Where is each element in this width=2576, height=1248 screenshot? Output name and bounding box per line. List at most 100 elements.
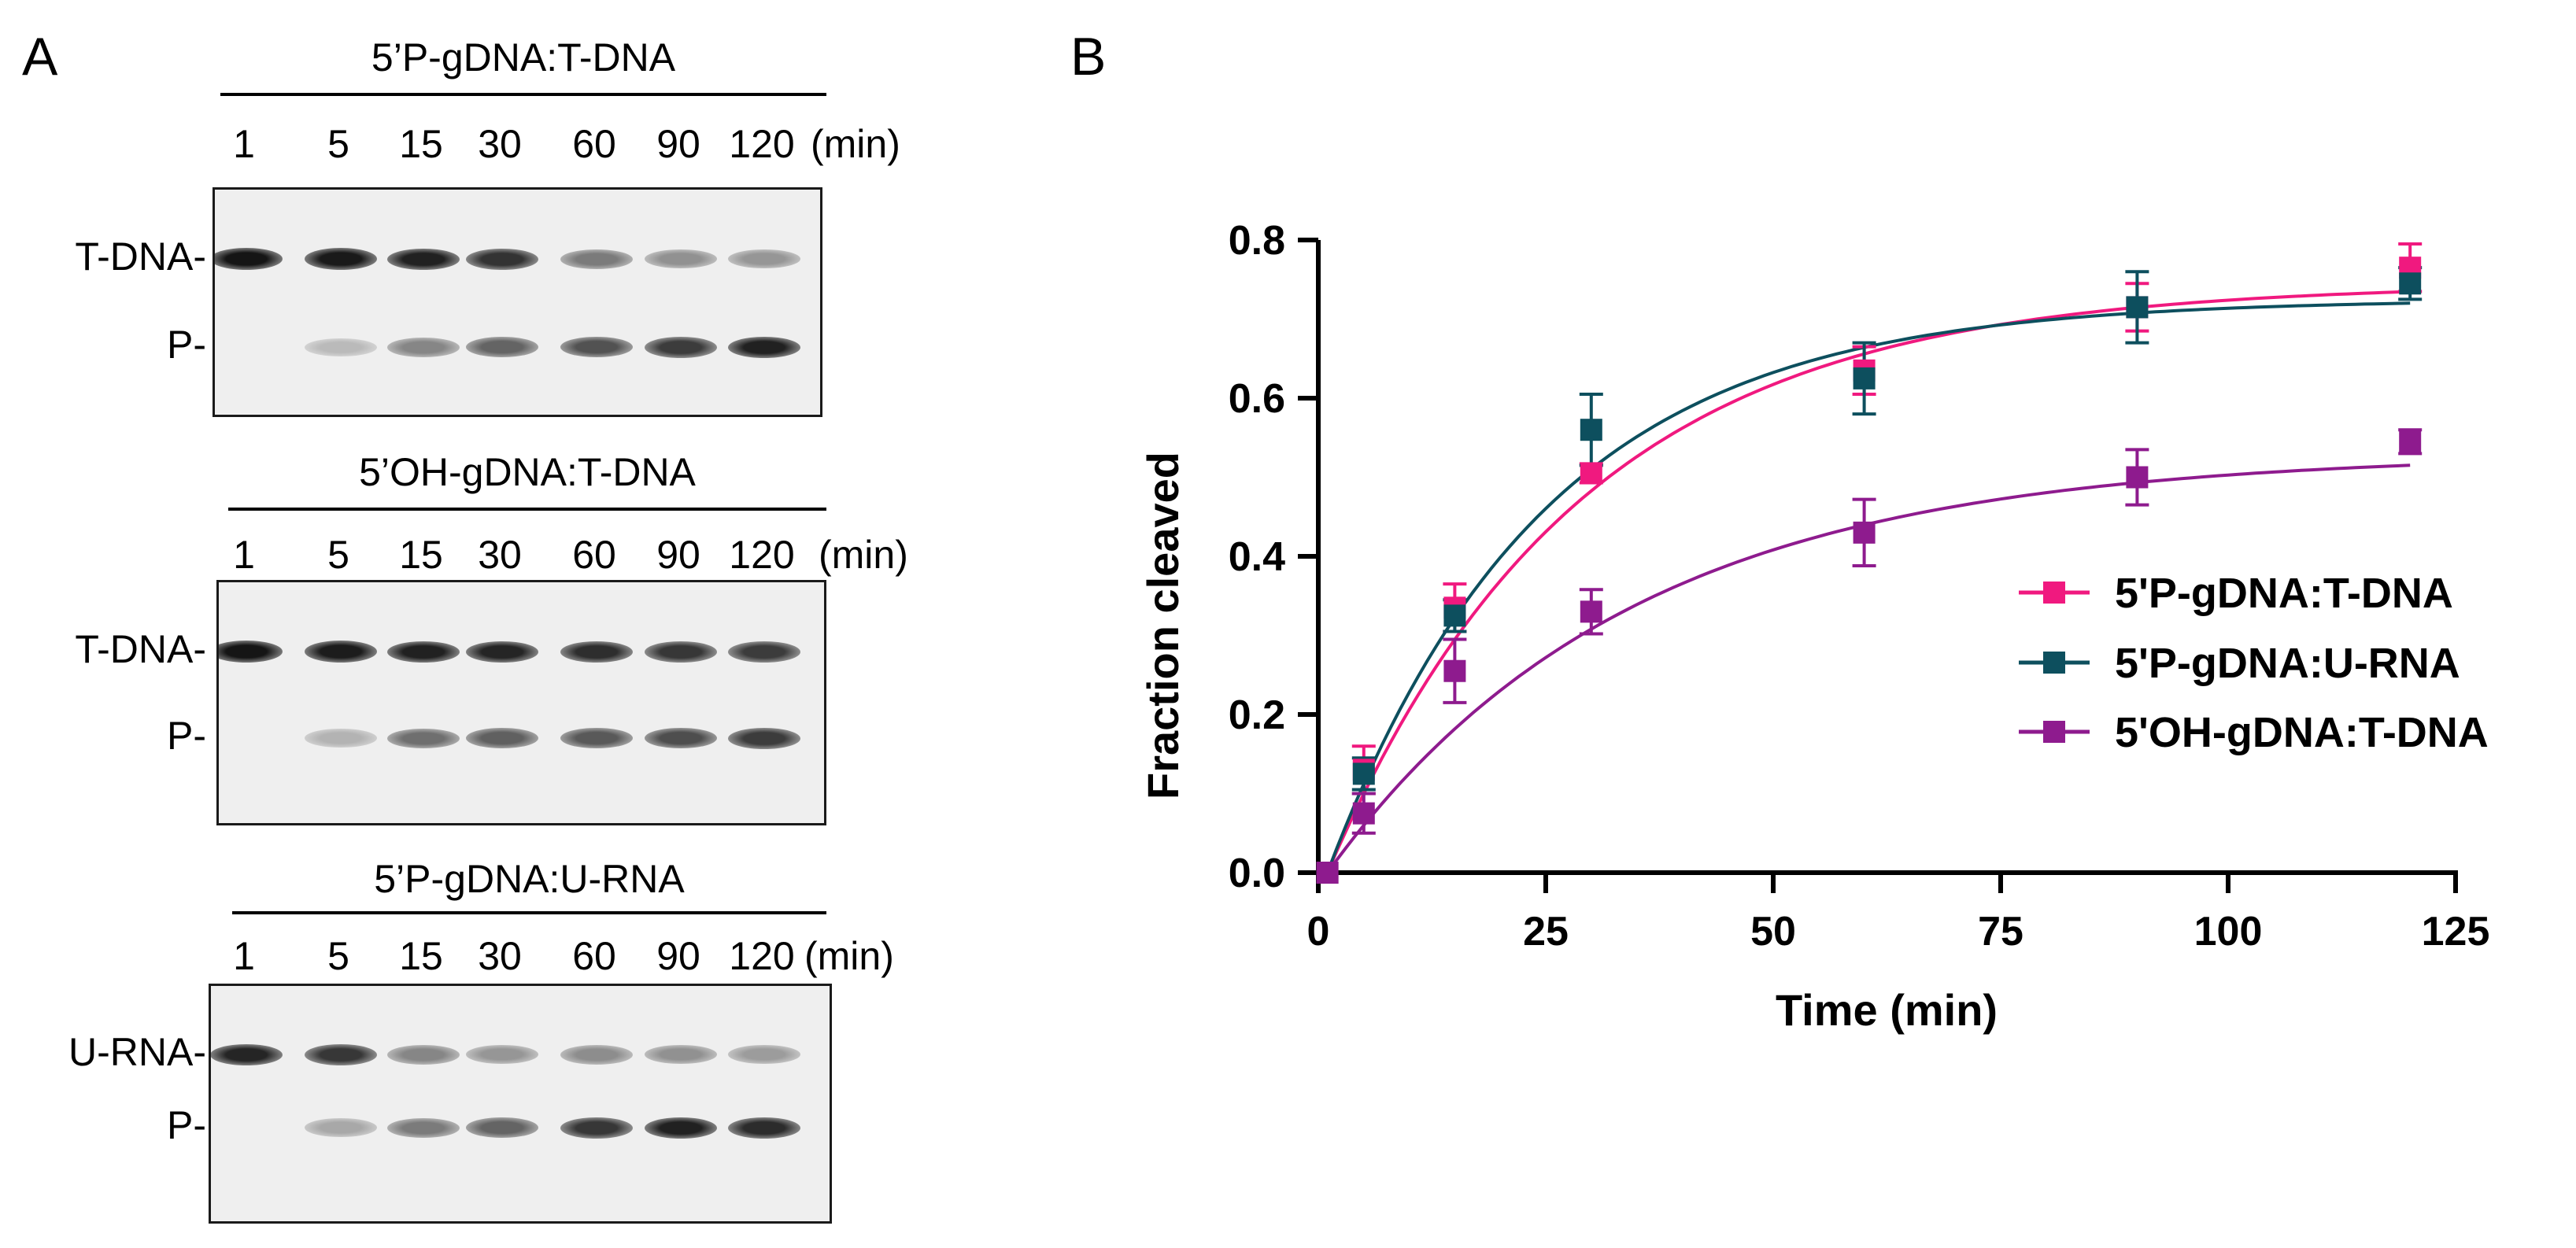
data-point-5-oh-gdna-t-dna bbox=[1853, 521, 1876, 544]
product-band bbox=[645, 336, 717, 358]
lane-label: 120 bbox=[729, 934, 795, 978]
substrate-band bbox=[387, 1044, 460, 1065]
product-band bbox=[305, 338, 377, 356]
gel-title: 5’OH-gDNA:T-DNA bbox=[359, 450, 696, 494]
lane-label: 90 bbox=[656, 122, 700, 166]
substrate-band bbox=[305, 248, 377, 270]
substrate-band bbox=[466, 248, 538, 270]
product-band bbox=[560, 728, 633, 748]
lane-label: 60 bbox=[572, 934, 616, 978]
kinetics-chart: Fraction cleaved Time (min) 0.0 0.2 0.4 0.6… bbox=[1138, 218, 2490, 1035]
data-point-5-oh-gdna-t-dna bbox=[2399, 430, 2422, 453]
data-point-5-p-gdna-u-rna bbox=[1580, 419, 1602, 441]
substrate-band-label: U-RNA- bbox=[68, 1030, 206, 1074]
substrate-band-label: T-DNA- bbox=[75, 627, 206, 671]
y-tick-label: 0.2 bbox=[1229, 692, 1285, 738]
gel-title: 5’P-gDNA:T-DNA bbox=[371, 35, 676, 79]
data-point-5-p-gdna-u-rna bbox=[1443, 604, 1466, 627]
time-unit-label: (min) bbox=[819, 533, 908, 577]
product-band bbox=[645, 728, 717, 748]
substrate-band bbox=[466, 1045, 538, 1064]
lane-label: 90 bbox=[656, 533, 700, 577]
product-band bbox=[387, 1117, 460, 1138]
substrate-band bbox=[728, 249, 800, 268]
product-band bbox=[305, 1118, 377, 1137]
x-tick-label: 100 bbox=[2194, 909, 2263, 954]
substrate-band bbox=[728, 1045, 800, 1064]
product-band bbox=[387, 337, 460, 357]
substrate-band bbox=[305, 641, 377, 663]
product-band bbox=[466, 728, 538, 748]
product-band bbox=[645, 1117, 717, 1139]
product-band bbox=[728, 1117, 800, 1139]
lane-label: 15 bbox=[399, 934, 443, 978]
fit-curve-5-p-gdna-t-dna bbox=[1325, 290, 2411, 873]
substrate-band bbox=[560, 1044, 633, 1065]
y-tick-label: 0.6 bbox=[1229, 376, 1285, 422]
product-band bbox=[387, 728, 460, 748]
legend-marker bbox=[2043, 582, 2065, 604]
data-point-5-oh-gdna-t-dna bbox=[1580, 600, 1602, 623]
product-band bbox=[728, 727, 800, 749]
data-point-5-oh-gdna-t-dna bbox=[1316, 862, 1339, 884]
data-point-5-oh-gdna-t-dna bbox=[2126, 466, 2149, 489]
gel-image bbox=[213, 187, 822, 417]
legend-label: 5'OH-gDNA:T-DNA bbox=[2115, 709, 2489, 756]
time-unit-label: (min) bbox=[804, 934, 894, 978]
gel-title-rule bbox=[232, 911, 826, 914]
lane-label: 120 bbox=[729, 122, 795, 166]
product-band bbox=[466, 337, 538, 357]
lane-label: 60 bbox=[572, 122, 616, 166]
substrate-band bbox=[387, 641, 460, 663]
product-band-label: P- bbox=[167, 323, 206, 367]
data-point-5-p-gdna-u-rna bbox=[2399, 272, 2422, 295]
lane-label: 5 bbox=[327, 122, 349, 166]
substrate-band bbox=[387, 248, 460, 270]
lane-label: 120 bbox=[729, 533, 795, 577]
lane-label: 1 bbox=[233, 533, 255, 577]
data-point-5-p-gdna-t-dna bbox=[1580, 462, 1602, 485]
substrate-band bbox=[728, 641, 800, 663]
data-point-5-oh-gdna-t-dna bbox=[1443, 659, 1466, 682]
x-axis-title: Time (min) bbox=[1776, 985, 1998, 1035]
gel-title-rule bbox=[220, 93, 826, 96]
x-tick-label: 125 bbox=[2422, 909, 2490, 954]
lane-label: 15 bbox=[399, 122, 443, 166]
legend-label: 5'P-gDNA:T-DNA bbox=[2115, 570, 2453, 617]
y-tick-label: 0.4 bbox=[1229, 534, 1285, 580]
panel-letter-a: A bbox=[22, 27, 58, 87]
substrate-band bbox=[560, 249, 633, 269]
x-tick-label: 50 bbox=[1750, 909, 1796, 954]
panel-letter-b: B bbox=[1070, 27, 1107, 87]
legend-label: 5'P-gDNA:U-RNA bbox=[2115, 640, 2460, 687]
data-point-5-oh-gdna-t-dna bbox=[1352, 802, 1375, 825]
lane-label: 90 bbox=[656, 934, 700, 978]
time-unit-label: (min) bbox=[811, 122, 900, 166]
x-tick-label: 0 bbox=[1307, 909, 1330, 954]
substrate-band bbox=[645, 641, 717, 663]
product-band bbox=[560, 337, 633, 357]
product-band-label: P- bbox=[167, 1103, 206, 1147]
gel-image bbox=[216, 580, 826, 825]
product-band bbox=[466, 1117, 538, 1138]
lane-label: 15 bbox=[399, 533, 443, 577]
substrate-band bbox=[305, 1043, 377, 1065]
substrate-band bbox=[466, 641, 538, 663]
data-point-5-p-gdna-u-rna bbox=[1853, 367, 1876, 390]
lane-label: 1 bbox=[233, 122, 255, 166]
substrate-band bbox=[560, 641, 633, 663]
product-band bbox=[305, 729, 377, 748]
lane-label: 30 bbox=[478, 533, 522, 577]
legend-marker bbox=[2043, 652, 2065, 674]
substrate-band bbox=[219, 641, 283, 663]
lane-label: 5 bbox=[327, 533, 349, 577]
gel-title: 5’P-gDNA:U-RNA bbox=[374, 857, 685, 901]
y-axis-title: Fraction cleaved bbox=[1138, 452, 1188, 799]
gel-title-rule bbox=[228, 508, 826, 511]
y-tick-label: 0.0 bbox=[1229, 851, 1285, 896]
x-tick-label: 25 bbox=[1523, 909, 1569, 954]
lane-label: 5 bbox=[327, 934, 349, 978]
substrate-band bbox=[211, 1043, 283, 1065]
substrate-band bbox=[215, 248, 283, 270]
substrate-band bbox=[645, 249, 717, 268]
